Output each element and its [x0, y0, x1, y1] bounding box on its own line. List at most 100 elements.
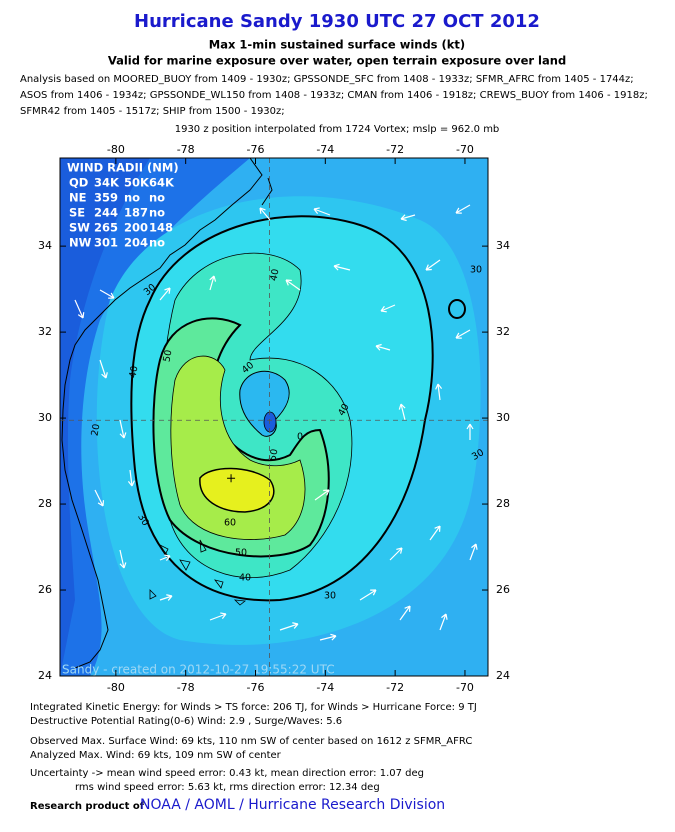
- radii-cell: no: [124, 191, 140, 205]
- wind-arrow: [99, 289, 115, 299]
- contour-label: 40: [336, 402, 352, 418]
- wind-arrows: [74, 204, 478, 641]
- radii-cell: 187: [124, 206, 148, 220]
- contour-label: 50: [268, 448, 281, 462]
- wind-arrow: [159, 594, 173, 601]
- radii-cell: SE: [69, 206, 85, 220]
- footer-line: Analyzed Max. Wind: 69 kts, 109 nm SW of…: [30, 750, 282, 761]
- wind-arrow: [314, 489, 330, 501]
- y-tick-label: 28: [496, 497, 510, 510]
- wind-arrow: [455, 204, 471, 214]
- wind-arrow: [74, 299, 85, 319]
- position-note: 1930 z position interpolated from 1724 V…: [175, 124, 500, 135]
- radii-header: 64K: [149, 176, 175, 190]
- wind-arrow: [127, 469, 135, 487]
- x-tick-label: -80: [107, 143, 125, 156]
- footer-line: Destructive Potential Rating(0-6) Wind: …: [30, 716, 342, 727]
- max-wind-marker: [227, 474, 236, 483]
- analysis-line: SFMR42 from 1405 - 1517z; SHIP from 1500…: [20, 106, 285, 117]
- wind-arrow: [429, 525, 441, 541]
- footer-line: Integrated Kinetic Energy: for Winds > T…: [30, 702, 477, 713]
- y-tick-label: 26: [38, 583, 52, 596]
- x-tick-label: -76: [247, 143, 265, 156]
- credit-link[interactable]: NOAA / AOML / Hurricane Research Divisio…: [140, 797, 445, 813]
- contour-label: 40: [269, 268, 282, 282]
- contour-label: 30: [135, 512, 151, 528]
- wind-arrow: [119, 549, 127, 569]
- contour-label: 20: [90, 423, 103, 437]
- wind-arrow: [313, 207, 331, 216]
- subtitle: Max 1-min sustained surface winds (kt): [209, 38, 465, 52]
- islands: [149, 539, 247, 606]
- radii-cell: 244: [94, 206, 118, 220]
- wind-arrow: [380, 304, 396, 313]
- analysis-line: Analysis based on MOORED_BUOY from 1409 …: [20, 74, 634, 85]
- y-tick-label: 28: [38, 497, 52, 510]
- y-tick-label: 32: [38, 325, 52, 338]
- radii-cell: no: [149, 206, 165, 220]
- contour-30: [448, 299, 466, 319]
- contour-label: 50: [162, 349, 175, 363]
- y-tick-label: 26: [496, 583, 510, 596]
- x-tick-label: -78: [177, 143, 195, 156]
- radii-cell: 200: [124, 221, 148, 235]
- radii-cell: NE: [69, 191, 87, 205]
- y-tick-label: 32: [496, 325, 510, 338]
- axes: -80 -80 -78 -78 -76 -76 -74 -74 -72 -72 -70 -70 24 24…: [38, 143, 510, 694]
- x-tick-label: -72: [386, 681, 404, 694]
- wind-arrow: [455, 329, 471, 339]
- credit-prefix: Research product of: [30, 801, 145, 812]
- coastline: [61, 158, 263, 669]
- radii-cell: NW: [69, 236, 92, 250]
- radii-cell: 204: [124, 236, 148, 250]
- radii-cell: 359: [94, 191, 118, 205]
- analysis-line: ASOS from 1406 - 1934z; GPSSONDE_WL150 f…: [20, 90, 648, 101]
- x-tick-label: -80: [107, 681, 125, 694]
- radii-cell: 148: [149, 221, 173, 235]
- wind-arrow: [398, 403, 406, 421]
- wind-arrow: [259, 207, 271, 221]
- wind-arrow: [425, 259, 441, 271]
- wind-arrow: [159, 554, 171, 562]
- contour-65: [199, 467, 275, 513]
- contour-label: 30: [324, 591, 336, 602]
- x-tick-label: -72: [386, 143, 404, 156]
- eye: [263, 411, 277, 433]
- x-tick-label: -74: [316, 681, 334, 694]
- x-tick-label: -78: [177, 681, 195, 694]
- radii-title: WIND RADII (NM): [67, 161, 179, 175]
- wind-arrow: [400, 214, 416, 222]
- radii-cell: 301: [94, 236, 118, 250]
- footer-line: rms wind speed error: 5.63 kt, rms direc…: [75, 782, 380, 793]
- radii-header: QD: [69, 176, 88, 190]
- footer-line: Uncertainty -> mean wind speed error: 0.…: [30, 768, 424, 779]
- y-tick-label: 34: [496, 239, 510, 252]
- contour-label: 40: [239, 573, 251, 584]
- y-tick-label: 24: [496, 669, 510, 682]
- contour-label: 30: [470, 265, 482, 276]
- radii-cell: SW: [69, 221, 90, 235]
- subtitle: Valid for marine exposure over water, op…: [108, 54, 566, 68]
- wind-arrow: [359, 589, 377, 601]
- contour-label: 0: [297, 432, 303, 443]
- wind-arrow: [466, 423, 474, 440]
- radii-header: 34K: [94, 176, 120, 190]
- wind-arrow: [279, 622, 299, 631]
- x-tick-label: -76: [247, 681, 265, 694]
- contour-label: 40: [128, 365, 141, 379]
- wind-arrow: [399, 605, 411, 621]
- contour-label: 50: [235, 548, 247, 559]
- coastline: [261, 177, 273, 206]
- wind-arrow: [94, 489, 105, 507]
- y-tick-label: 24: [38, 669, 52, 682]
- radii-cell: no: [149, 236, 165, 250]
- title: Hurricane Sandy 1930 UTC 27 OCT 2012: [134, 11, 540, 32]
- radii-cell: no: [149, 191, 165, 205]
- wind-arrow: [469, 543, 478, 561]
- wind-arrow: [319, 633, 337, 641]
- y-tick-label: 30: [496, 411, 510, 424]
